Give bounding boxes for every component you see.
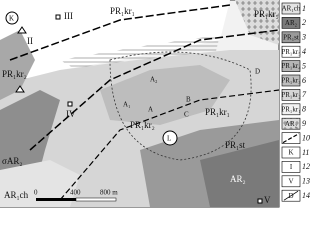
legend-number: 5 bbox=[302, 61, 306, 70]
legend-number: 8 bbox=[302, 105, 306, 114]
square bbox=[67, 101, 73, 107]
legend-number: 3 bbox=[301, 33, 306, 42]
legend-label: AR₁ch bbox=[282, 5, 301, 13]
legend-label: I bbox=[290, 163, 293, 171]
fault bbox=[9, 4, 231, 61]
legend-number: 13 bbox=[302, 177, 310, 186]
map-label: III bbox=[64, 11, 73, 21]
unit-darker-bottom bbox=[200, 140, 279, 207]
legend-label: V bbox=[288, 177, 293, 185]
triangle bbox=[17, 26, 27, 34]
map-label: PR₁kr₂ bbox=[2, 69, 27, 79]
triangle bbox=[15, 85, 25, 93]
unit-ar1ch bbox=[0, 160, 80, 207]
legend-swatch bbox=[281, 31, 301, 44]
map-label: AR₁ch bbox=[4, 190, 29, 200]
legend-swatch bbox=[281, 117, 301, 130]
map-label: A₂ bbox=[150, 76, 158, 84]
fault bbox=[29, 29, 280, 151]
map-label: PR₁kr₅ bbox=[254, 9, 279, 19]
legend-label: PR₁kr₂ bbox=[281, 91, 301, 99]
map-label: PR₁kr₂ bbox=[130, 120, 155, 130]
scale-bar: 0 400 800 m bbox=[34, 189, 118, 202]
map-label: L bbox=[167, 135, 171, 143]
legend-label: AR₂ bbox=[285, 120, 298, 128]
legend-swatch bbox=[281, 60, 301, 72]
legend-number: 12 bbox=[302, 162, 310, 171]
map-label: PR₁kr₁ bbox=[110, 6, 135, 16]
map-label: σAR₂ bbox=[2, 156, 23, 166]
square bbox=[55, 14, 61, 20]
map-label: PR₁st bbox=[225, 140, 246, 150]
legend-number: 9 bbox=[302, 119, 306, 128]
legend-number: 14 bbox=[302, 191, 310, 200]
l-symbol bbox=[162, 130, 178, 146]
scale-segment bbox=[36, 198, 76, 201]
scale-segment bbox=[75, 197, 117, 202]
geological-map: III PR₁kr₁ K II PR₁kr₂ IV A₁ A B C D L P… bbox=[0, 0, 310, 208]
legend-label: PR₁kr₃ bbox=[281, 77, 301, 85]
unit-white bbox=[0, 0, 230, 85]
legend-swatch bbox=[281, 146, 301, 159]
legend-label: AR₂ bbox=[285, 19, 298, 27]
legend-swatch bbox=[281, 74, 301, 87]
contour bbox=[109, 51, 252, 161]
fault bbox=[59, 89, 280, 201]
legend-swatch bbox=[281, 2, 301, 15]
legend-number: 7 bbox=[302, 90, 307, 99]
map-label: D bbox=[255, 68, 260, 76]
map-label: II bbox=[27, 36, 33, 46]
unit-hatched bbox=[60, 35, 220, 72]
legend-number: 11 bbox=[302, 148, 309, 157]
map-label: C bbox=[184, 111, 189, 119]
scale-label: 0 bbox=[34, 189, 38, 197]
legend-label: PR₁kr₄ bbox=[281, 62, 301, 70]
legend-number: 10 bbox=[302, 133, 310, 142]
legend-label: D bbox=[288, 192, 293, 200]
map-label: B bbox=[186, 96, 191, 104]
legend-label: PR₁st bbox=[283, 33, 299, 41]
legend-number: 1 bbox=[302, 4, 306, 13]
legend-number: 4 bbox=[302, 47, 306, 56]
legend-swatch bbox=[281, 161, 301, 173]
legend-label: K bbox=[288, 149, 293, 157]
scale-label: 800 m bbox=[100, 189, 118, 197]
unit-ar2-pattern bbox=[235, 0, 279, 45]
map-label: A₁ bbox=[123, 101, 131, 109]
scale-label: 400 bbox=[70, 189, 81, 197]
legend-number: 6 bbox=[302, 76, 306, 85]
unit-left-top bbox=[0, 30, 35, 100]
map-label: PR₁kr₁ bbox=[205, 107, 230, 117]
legend-line bbox=[283, 190, 299, 201]
unit-medium bbox=[100, 65, 230, 125]
k-symbol bbox=[5, 11, 19, 25]
map-label: IV bbox=[66, 109, 76, 119]
map-area: III PR₁kr₁ K II PR₁kr₂ IV A₁ A B C D L P… bbox=[0, 0, 280, 208]
map-label: K bbox=[9, 15, 14, 23]
legend-label: PR₁kr₅ bbox=[281, 48, 301, 56]
square bbox=[257, 198, 263, 204]
legend-line bbox=[282, 133, 300, 144]
map-label: V bbox=[264, 195, 271, 205]
legend-swatch bbox=[281, 175, 301, 188]
legend-swatch bbox=[281, 45, 301, 58]
legend-swatch bbox=[281, 103, 301, 116]
legend-label: PR₁kr₁ bbox=[281, 105, 300, 113]
map-label: A bbox=[148, 106, 153, 114]
legend-swatch bbox=[281, 17, 301, 29]
map-label: AR₂ bbox=[230, 174, 246, 184]
legend-swatch bbox=[281, 89, 301, 101]
legend-number: 2 bbox=[302, 18, 306, 27]
